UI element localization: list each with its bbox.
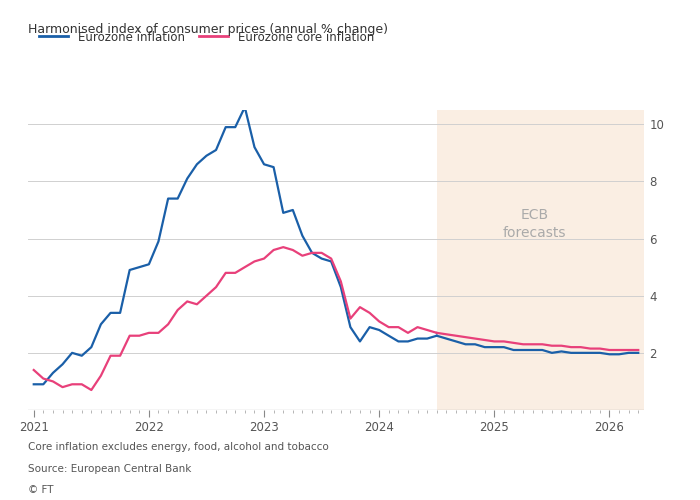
Text: ECB
forecasts: ECB forecasts	[503, 208, 566, 240]
Text: © FT: © FT	[28, 485, 53, 495]
Text: Core inflation excludes energy, food, alcohol and tobacco: Core inflation excludes energy, food, al…	[28, 442, 329, 452]
Bar	[437, 110, 644, 410]
Legend: Eurozone inflation, Eurozone core inflation: Eurozone inflation, Eurozone core inflat…	[34, 26, 379, 48]
Text: Harmonised index of consumer prices (annual % change): Harmonised index of consumer prices (ann…	[28, 22, 388, 36]
Text: Source: European Central Bank: Source: European Central Bank	[28, 464, 191, 474]
